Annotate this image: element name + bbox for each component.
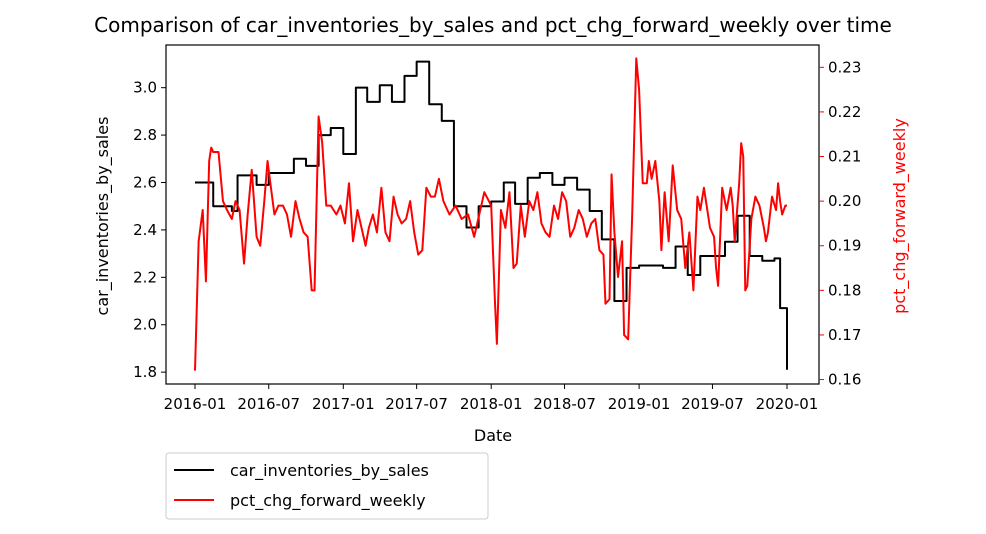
x-axis: 2016-01 2016-07 2017-01 2017-07 2018-01 2018-…	[164, 384, 819, 413]
y-left-tick-label: 2.0	[133, 316, 157, 334]
series-line-car-inventories-by-sales	[195, 60, 788, 370]
x-tick-label: 2019-07	[681, 395, 744, 413]
y-left-tick-label: 2.4	[133, 221, 157, 239]
legend: car_inventories_by_sales pct_chg_forward…	[165, 452, 489, 520]
legend-label-pct-chg: pct_chg_forward_weekly	[230, 491, 426, 511]
y-right-tick-label: 0.20	[828, 192, 861, 210]
y-left-tick-label: 2.8	[133, 126, 157, 144]
legend-box	[165, 452, 489, 520]
y-right-tick-label: 0.19	[828, 237, 861, 255]
y-left-tick-label: 2.2	[133, 268, 157, 286]
plot-area	[165, 44, 820, 385]
y-left-tick-label: 1.8	[133, 363, 157, 381]
x-tick-label: 2018-07	[533, 395, 596, 413]
y-axis-right-label: pct_chg_forward_weekly	[890, 118, 910, 314]
y-left-tick-label: 3.0	[133, 79, 157, 97]
x-tick-label: 2016-07	[237, 395, 300, 413]
chart-title: Comparison of car_inventories_by_sales a…	[94, 13, 892, 37]
y-axis-right: 0.16 0.17 0.18 0.19 0.20 0.21 0.22 0.23	[819, 58, 861, 389]
y-right-tick-label: 0.21	[828, 148, 861, 166]
y-left-tick-label: 2.6	[133, 173, 157, 191]
legend-label-car-inventories: car_inventories_by_sales	[230, 461, 429, 481]
y-right-tick-label: 0.18	[828, 281, 861, 299]
y-right-tick-label: 0.16	[828, 371, 861, 389]
series-layer	[194, 57, 788, 371]
x-tick-label: 2019-01	[608, 395, 671, 413]
series-line-pct-chg-forward-weekly	[194, 57, 787, 371]
y-right-tick-label: 0.17	[828, 326, 861, 344]
plot-frame	[165, 44, 820, 385]
x-tick-label: 2020-01	[756, 395, 819, 413]
y-right-tick-label: 0.23	[828, 58, 861, 76]
x-axis-label: Date	[474, 426, 512, 445]
y-right-tick-label: 0.22	[828, 103, 861, 121]
x-tick-label: 2018-01	[460, 395, 523, 413]
x-tick-label: 2017-07	[385, 395, 448, 413]
y-axis-left-label: car_inventories_by_sales	[93, 117, 113, 316]
x-tick-label: 2016-01	[164, 395, 227, 413]
x-tick-label: 2017-01	[312, 395, 375, 413]
y-axis-left: 1.8 2.0 2.2 2.4 2.6 2.8 3.0	[133, 79, 166, 381]
